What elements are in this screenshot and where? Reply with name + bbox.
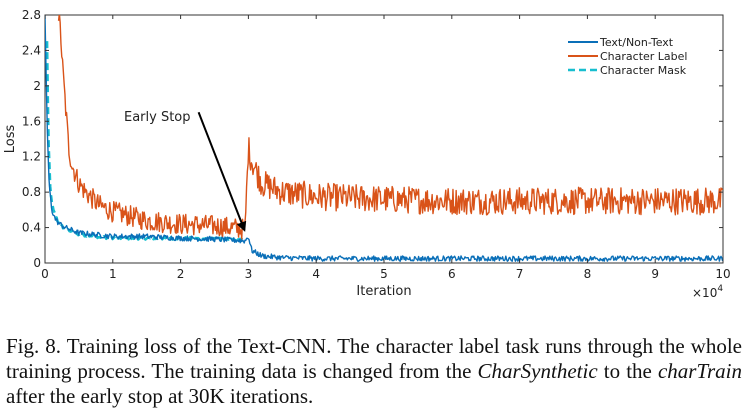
caption-italic-1: CharSynthetic xyxy=(477,359,598,383)
x-tick-label: 6 xyxy=(448,267,456,281)
ticks-layer: 0 1 2 3 4 5 6 7 8 9 10 0 0.4 0.8 1.2 1.6 2 2.4 2.8 xyxy=(22,8,731,281)
figure-caption: Fig. 8. Training loss of the Text-CNN. T… xyxy=(6,334,742,409)
caption-text-2: to the xyxy=(597,359,658,383)
y-tick-label: 0.4 xyxy=(22,221,41,235)
series-layer xyxy=(45,15,723,262)
y-tick-label: 2 xyxy=(33,79,41,93)
legend-label: Text/Non-Text xyxy=(599,36,674,49)
y-axis-label: Loss xyxy=(3,125,18,154)
x-axis-label: Iteration xyxy=(356,284,411,299)
y-tick-label: 1.6 xyxy=(22,114,41,128)
x-tick-label: 7 xyxy=(516,267,524,281)
y-tick-label: 0.8 xyxy=(22,185,41,199)
annotation-early-stop: Early Stop xyxy=(124,110,191,125)
legend-label: Character Mask xyxy=(600,64,687,77)
x-tick-label: 4 xyxy=(312,267,320,281)
x-multiplier-exponent: 4 xyxy=(717,284,723,294)
y-tick-label: 2.8 xyxy=(22,8,41,22)
x-tick-label: 10 xyxy=(715,267,730,281)
x-tick-label: 5 xyxy=(380,267,388,281)
x-multiplier-label: ×104 xyxy=(692,284,723,300)
annotation: Early Stop xyxy=(124,110,247,232)
caption-text-3: after the early stop at 30K iterations. xyxy=(6,384,314,408)
caption-text-1: Fig. 8. Training loss of the Text-CNN. T… xyxy=(6,334,742,383)
x-multiplier-base: ×10 xyxy=(692,286,717,300)
x-tick-label: 2 xyxy=(177,267,185,281)
y-tick-label: 0 xyxy=(33,256,41,270)
legend-label: Character Label xyxy=(600,50,687,63)
x-tick-label: 9 xyxy=(651,267,659,281)
loss-chart: 0 1 2 3 4 5 6 7 8 9 10 0 0.4 0.8 1.2 1.6 2 2.4 2.8 Iterati… xyxy=(3,8,731,300)
x-tick-label: 3 xyxy=(245,267,253,281)
series-line-text-non-text xyxy=(45,15,723,262)
x-tick-label: 0 xyxy=(41,267,49,281)
series-line-character-label xyxy=(57,15,723,240)
x-tick-label: 1 xyxy=(109,267,117,281)
y-tick-label: 2.4 xyxy=(22,43,41,57)
caption-italic-2: charTrain xyxy=(657,359,742,383)
annotation-arrow xyxy=(197,111,247,232)
x-tick-label: 8 xyxy=(584,267,592,281)
y-tick-label: 1.2 xyxy=(22,150,41,164)
